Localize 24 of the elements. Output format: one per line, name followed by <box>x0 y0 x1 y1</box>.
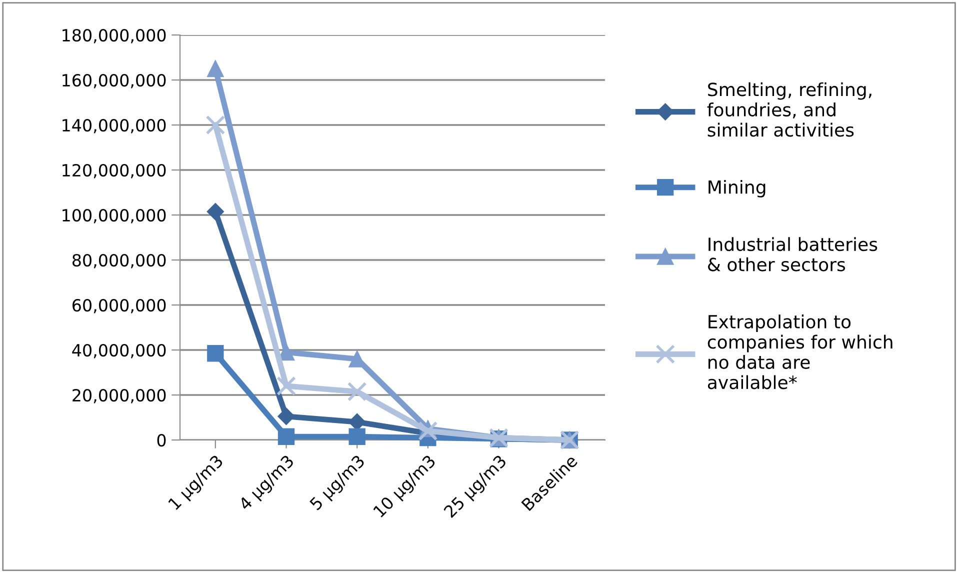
y-tick-label: 20,000,000 <box>72 388 166 404</box>
point <box>418 421 438 441</box>
y-tick-label: 140,000,000 <box>62 118 166 134</box>
point <box>278 428 295 445</box>
y-tick-label: 60,000,000 <box>72 298 166 314</box>
y-tick-label: 100,000,000 <box>62 208 166 224</box>
y-tick-label: 0 <box>157 434 166 447</box>
point <box>348 428 366 445</box>
point <box>276 376 296 396</box>
y-tick-label: 120,000,000 <box>62 164 166 178</box>
legend-label: Industrial batteries & other sectors <box>708 237 878 272</box>
point <box>207 345 224 362</box>
y-tick-label: 160,000,000 <box>62 74 166 88</box>
y-tick-label: 180,000,000 <box>62 28 166 44</box>
legend-label: Extrapolation to companies for which no data are available* <box>708 314 892 390</box>
point <box>206 115 226 135</box>
legend-label: Smelting, refining, foundries, and similar activities <box>707 82 872 137</box>
point <box>278 408 295 425</box>
point <box>206 203 224 220</box>
y-tick-label: 40,000,000 <box>72 344 166 358</box>
legend-label: Mining <box>708 180 766 198</box>
point <box>207 60 224 78</box>
y-tick-label: 80,000,000 <box>72 254 166 268</box>
point <box>347 382 367 402</box>
